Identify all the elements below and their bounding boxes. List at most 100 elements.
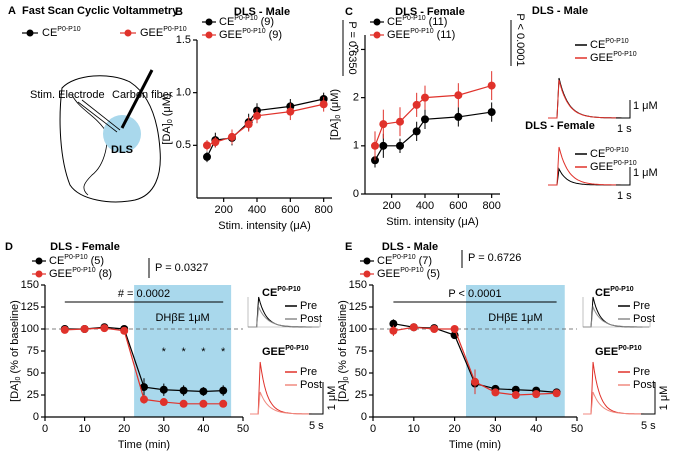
x-tick-label: 50: [237, 423, 249, 435]
legend-marker: [26, 29, 34, 37]
data-point: [487, 108, 496, 117]
legend-label-part: CE: [387, 16, 402, 28]
y-tick-label: 125: [349, 301, 367, 313]
data-point: [100, 324, 109, 333]
region-label: DLS: [111, 144, 133, 156]
legend-label-part: P0-P10: [400, 267, 423, 274]
data-point: [159, 385, 168, 394]
x-tick-label: 800: [482, 200, 500, 212]
x-tick-label: 10: [78, 423, 90, 435]
scale-label: 5 s: [641, 420, 656, 432]
y-tick-label: 25: [355, 389, 367, 401]
legend-label: Pre: [633, 300, 650, 312]
trace: [250, 391, 317, 415]
x-tick-label: 40: [197, 423, 209, 435]
legend-label-part: P0-P10: [392, 254, 415, 261]
legend-label: CEP0-P10 (5): [49, 254, 104, 267]
significance: *: [181, 346, 186, 358]
legend-label-part: GEE: [387, 29, 410, 41]
data-point: [228, 132, 236, 141]
data-point: [412, 127, 421, 136]
x-tick-label: 800: [314, 204, 332, 216]
data-point: [80, 325, 89, 333]
legend-marker: [363, 270, 371, 278]
legend-label: GEEP0-P10 (11): [387, 28, 455, 41]
y-tick-label: 25: [27, 389, 39, 401]
x-tick-label: 40: [530, 423, 542, 435]
trace-title: DLS - Female: [525, 120, 595, 132]
scale-label: 1 μM: [658, 386, 670, 411]
y-tick-label: 100: [349, 323, 367, 335]
legend-label-part: Post: [300, 379, 322, 391]
trace-title-part: CE: [262, 287, 277, 299]
y-tick-label: 75: [27, 345, 39, 357]
trace-title: CEP0-P10: [595, 286, 634, 299]
legend-label: Post: [300, 379, 322, 391]
x-tick-label: 30: [489, 423, 501, 435]
series-line: [206, 103, 324, 146]
y-axis-label-part: (% of baseline): [9, 300, 21, 373]
data-point: [511, 391, 520, 399]
x-axis-label: Stim. intensity (μA): [218, 220, 311, 232]
legend-label-part: (7): [419, 255, 432, 267]
trace-title-part: P0-P10: [618, 345, 641, 352]
scale-label: 1 μM: [326, 386, 338, 411]
data-point: [219, 386, 228, 395]
y-tick-label: 1.0: [176, 87, 191, 99]
y-axis-label-part: [DA]: [9, 380, 21, 401]
trace-title-part: GEE: [262, 346, 285, 358]
p-value: P = 0.6726: [468, 252, 521, 264]
data-point: [389, 326, 398, 335]
y-tick-label: 3: [353, 43, 359, 55]
y-tick-label: 125: [21, 301, 39, 313]
data-point: [211, 138, 220, 147]
x-tick-label: 10: [408, 423, 420, 435]
legend-label: CEP0-P10 (11): [387, 15, 447, 28]
data-point: [409, 323, 418, 332]
trace-title-part: P0-P10: [277, 286, 300, 293]
data-point: [319, 100, 328, 109]
data-point: [159, 398, 168, 407]
legend-label: GEEP0-P10: [140, 26, 187, 39]
data-point: [379, 141, 388, 150]
panel-letter: B: [175, 6, 183, 18]
legend-label-part: (5): [91, 255, 104, 267]
data-point: [454, 91, 463, 100]
data-point: [421, 93, 429, 102]
data-point: [371, 141, 379, 150]
data-point: [379, 120, 388, 129]
trace-title: GEEP0-P10: [595, 345, 642, 358]
trace-frame: [582, 297, 651, 328]
data-point: [430, 325, 439, 333]
legend-label-part: (11): [437, 29, 456, 41]
legend-marker: [373, 31, 381, 39]
trace-title: CEP0-P10: [262, 286, 301, 299]
x-tick-label: 20: [118, 423, 130, 435]
legend-label-part: P0-P10: [242, 28, 265, 35]
legend-label-part: Pre: [633, 300, 650, 312]
annotation: Carbon fiber: [112, 89, 173, 101]
legend-label: GEEP0-P10 (9): [219, 28, 282, 41]
chart-title: DLS - Male: [234, 6, 290, 18]
legend-label-part: Pre: [300, 366, 317, 378]
drug-label: DHβE 1μM: [488, 312, 542, 324]
legend-label-part: CE: [49, 255, 64, 267]
scale-label: 5 s: [309, 420, 324, 432]
legend-label-part: (11): [429, 16, 448, 28]
brain-slice: [59, 75, 161, 203]
scale-label: 1 s: [617, 123, 632, 135]
x-tick-label: 600: [449, 200, 467, 212]
data-point: [140, 383, 148, 392]
legend-label: CEP0-P10: [590, 38, 629, 51]
legend-label-part: (9): [269, 29, 282, 41]
legend-label-part: P0-P10: [605, 147, 628, 154]
panel-letter: E: [345, 241, 352, 253]
x-tick-label: 400: [416, 200, 434, 212]
y-axis-label-part: 0: [15, 376, 22, 380]
significance: *: [162, 346, 167, 358]
legend-label-part: P0-P10: [605, 38, 628, 45]
panel-letter: A: [8, 5, 16, 17]
stim-electrode: [81, 99, 121, 131]
y-tick-label: 50: [27, 367, 39, 379]
